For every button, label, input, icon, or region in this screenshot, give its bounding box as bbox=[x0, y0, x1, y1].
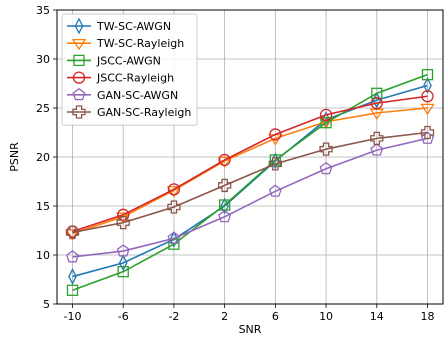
y-tick-label: 30 bbox=[36, 53, 50, 66]
data-point bbox=[423, 77, 432, 94]
legend-entry: TW-SC-AWGN bbox=[67, 17, 171, 35]
data-point bbox=[72, 105, 86, 119]
data-point bbox=[117, 266, 129, 278]
legend-entry: JSCC-Rayleigh bbox=[67, 71, 174, 85]
y-tick-label: 5 bbox=[43, 298, 50, 311]
x-tick-label: -10 bbox=[64, 310, 82, 323]
series-line bbox=[72, 107, 428, 235]
legend-label: GAN-SC-AWGN bbox=[97, 89, 178, 102]
series-jscc-awgn bbox=[66, 69, 434, 296]
data-point bbox=[370, 131, 384, 146]
legend-label: TW-SC-AWGN bbox=[96, 20, 171, 33]
data-point bbox=[72, 87, 86, 101]
series-line bbox=[72, 73, 428, 292]
series-gan-sc-rayleigh bbox=[65, 125, 435, 240]
y-tick-label: 20 bbox=[36, 151, 50, 164]
data-point bbox=[66, 250, 79, 263]
legend: TW-SC-AWGN TW-SC-Rayleigh JSCC-AWGN JSCC-Ra… bbox=[61, 13, 198, 126]
data-point bbox=[118, 254, 128, 272]
x-tick-label: 2 bbox=[221, 310, 228, 323]
x-tick-label: 6 bbox=[272, 310, 279, 323]
legend-entry: GAN-SC-Rayleigh bbox=[67, 105, 191, 119]
data-point bbox=[371, 87, 383, 99]
y-tick-label: 10 bbox=[36, 249, 50, 262]
data-point bbox=[72, 71, 86, 84]
y-tick-label: 15 bbox=[36, 200, 50, 213]
legend-entry: JSCC-AWGN bbox=[67, 54, 161, 67]
data-point bbox=[319, 108, 333, 122]
x-tick-label: -2 bbox=[168, 310, 179, 323]
series-line bbox=[72, 137, 428, 258]
data-point bbox=[116, 216, 130, 230]
series-group bbox=[65, 69, 435, 296]
x-axis-label: SNR bbox=[239, 323, 262, 336]
data-point bbox=[66, 284, 79, 296]
series-line bbox=[72, 95, 428, 233]
data-point bbox=[65, 225, 80, 240]
data-point bbox=[269, 154, 282, 166]
series-jscc-rayleigh bbox=[66, 90, 434, 238]
data-point bbox=[370, 96, 383, 110]
data-point bbox=[68, 268, 77, 285]
data-point bbox=[268, 184, 282, 197]
data-point bbox=[319, 161, 333, 175]
data-point bbox=[320, 117, 332, 129]
data-point bbox=[420, 103, 435, 116]
data-point bbox=[217, 178, 232, 193]
data-point bbox=[269, 128, 282, 141]
series-line bbox=[72, 131, 428, 234]
data-point bbox=[71, 38, 87, 51]
legend-label: JSCC-AWGN bbox=[96, 54, 161, 67]
y-tick-label: 25 bbox=[36, 102, 50, 115]
x-tick-label: 10 bbox=[319, 310, 333, 323]
data-point bbox=[218, 209, 232, 223]
data-point bbox=[74, 17, 84, 35]
x-axis: -10 -6 -2 2 6 10 14 18 bbox=[64, 304, 435, 323]
legend-label: TW-SC-Rayleigh bbox=[96, 37, 184, 50]
data-point bbox=[116, 244, 130, 257]
data-point bbox=[421, 131, 434, 144]
data-point bbox=[370, 143, 384, 156]
data-point bbox=[73, 54, 85, 67]
legend-entry: GAN-SC-AWGN bbox=[67, 87, 178, 102]
data-point bbox=[420, 125, 435, 140]
data-point bbox=[167, 183, 181, 196]
legend-label: GAN-SC-Rayleigh bbox=[97, 106, 191, 119]
series-gan-sc-awgn bbox=[66, 131, 434, 263]
x-tick-label: 18 bbox=[421, 310, 435, 323]
data-point bbox=[167, 200, 181, 214]
y-axis-label: PSNR bbox=[8, 142, 21, 172]
legend-label: JSCC-Rayleigh bbox=[96, 72, 174, 85]
x-tick-label: 14 bbox=[370, 310, 384, 323]
data-point bbox=[117, 208, 130, 221]
data-point bbox=[218, 153, 231, 167]
legend-box bbox=[61, 13, 198, 126]
data-point bbox=[369, 108, 384, 121]
y-axis: 5 10 15 20 25 30 35 bbox=[36, 4, 57, 311]
data-point bbox=[319, 142, 333, 156]
y-tick-label: 35 bbox=[36, 4, 50, 17]
data-point bbox=[167, 231, 181, 244]
data-point bbox=[268, 157, 283, 171]
data-point bbox=[168, 238, 180, 250]
data-point bbox=[421, 69, 434, 81]
legend-entry: TW-SC-Rayleigh bbox=[67, 37, 184, 51]
data-point bbox=[421, 90, 434, 103]
x-tick-label: -6 bbox=[118, 310, 129, 323]
